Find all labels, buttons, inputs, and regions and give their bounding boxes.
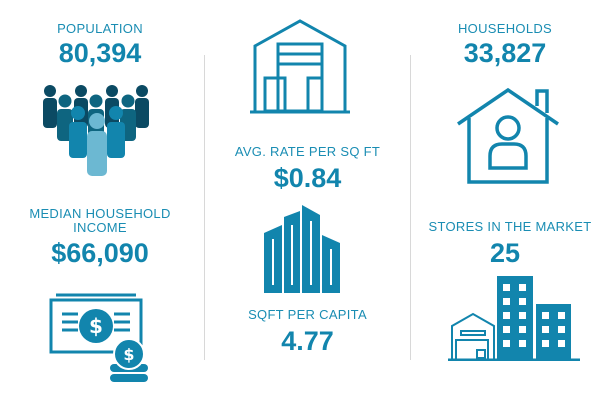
window xyxy=(503,340,510,347)
divider-left xyxy=(204,55,205,360)
households-label: HOUSEHOLDS xyxy=(457,21,553,36)
window xyxy=(503,298,510,305)
population-value: 80,394 xyxy=(58,38,142,68)
income-value: $66,090 xyxy=(51,238,149,268)
stores-value: 25 xyxy=(489,238,521,268)
storage-facility-icon xyxy=(448,276,580,361)
window xyxy=(519,298,526,305)
window xyxy=(519,326,526,333)
window xyxy=(519,284,526,291)
house-person-icon xyxy=(457,87,559,184)
sqft-value: 4.77 xyxy=(281,326,334,356)
window xyxy=(503,284,510,291)
divider-right xyxy=(410,55,411,360)
svg-text:$: $ xyxy=(123,345,134,364)
rate-value: $0.84 xyxy=(273,163,342,193)
window xyxy=(542,312,549,319)
window xyxy=(558,340,565,347)
window xyxy=(542,340,549,347)
window xyxy=(503,312,510,319)
income-label: MEDIAN HOUSEHOLD INCOME xyxy=(29,206,171,235)
stores-label: STORES IN THE MARKET xyxy=(428,219,592,234)
city-buildings-icon xyxy=(264,205,340,293)
window xyxy=(519,340,526,347)
window xyxy=(558,326,565,333)
population-label: POPULATION xyxy=(57,21,143,36)
rate-label: AVG. RATE PER SQ FT xyxy=(234,144,381,159)
people-group-icon xyxy=(43,85,149,176)
storage-unit-icon xyxy=(250,19,350,114)
window xyxy=(519,312,526,319)
sqft-label: SQFT PER CAPITA xyxy=(248,307,367,322)
window xyxy=(542,326,549,333)
money-icon: $ $ xyxy=(49,293,148,382)
window xyxy=(503,326,510,333)
window xyxy=(558,312,565,319)
households-value: 33,827 xyxy=(463,38,547,68)
svg-text:$: $ xyxy=(89,314,103,338)
